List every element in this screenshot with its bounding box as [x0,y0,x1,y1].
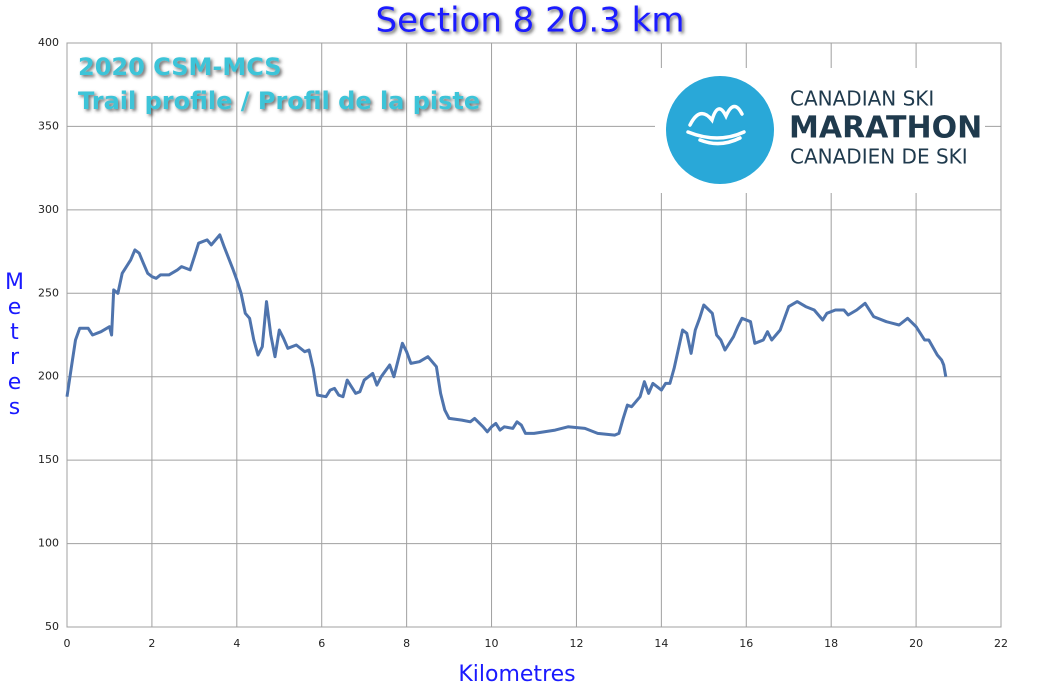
y-tick-label: 300 [38,203,59,216]
y-tick-label: 150 [38,453,59,466]
annotation: 2020 CSM-MCS [78,53,282,81]
y-tick-label: 200 [38,370,59,383]
elevation-line [65,233,948,437]
y-tick-label: 100 [38,537,59,550]
y-tick-label: 350 [38,119,59,132]
x-tick-label: 10 [485,637,499,650]
x-axis-label: Kilometres [458,662,575,687]
x-tick-label: 18 [824,637,838,650]
logo-text: CANADIAN SKI [790,87,934,111]
x-tick-label: 12 [569,637,583,650]
logo-mark [686,104,746,146]
y-tick-label: 400 [38,36,59,49]
x-tick-label: 4 [233,637,240,650]
logo-circle [666,76,774,184]
logo: CANADIAN SKI MARATHON CANADIEN DE SKI [655,68,985,193]
x-tick-label: 6 [318,637,325,650]
annotation: Trail profile / Profil de la piste [78,87,480,115]
x-tick-label: 16 [739,637,753,650]
x-tick-label: 0 [64,637,71,650]
x-tick-label: 22 [994,637,1008,650]
chart-title: Section 8 20.3 km [376,1,685,41]
x-tick-label: 2 [148,637,155,650]
x-tick-label: 8 [403,637,410,650]
x-tick-label: 20 [909,637,923,650]
y-axis-label: Metres [2,270,27,420]
x-tick-label: 14 [654,637,668,650]
y-tick-label: 50 [45,620,59,633]
y-tick-label: 250 [38,286,59,299]
logo-text: MARATHON [789,111,982,146]
logo-text: CANADIEN DE SKI [790,145,968,169]
